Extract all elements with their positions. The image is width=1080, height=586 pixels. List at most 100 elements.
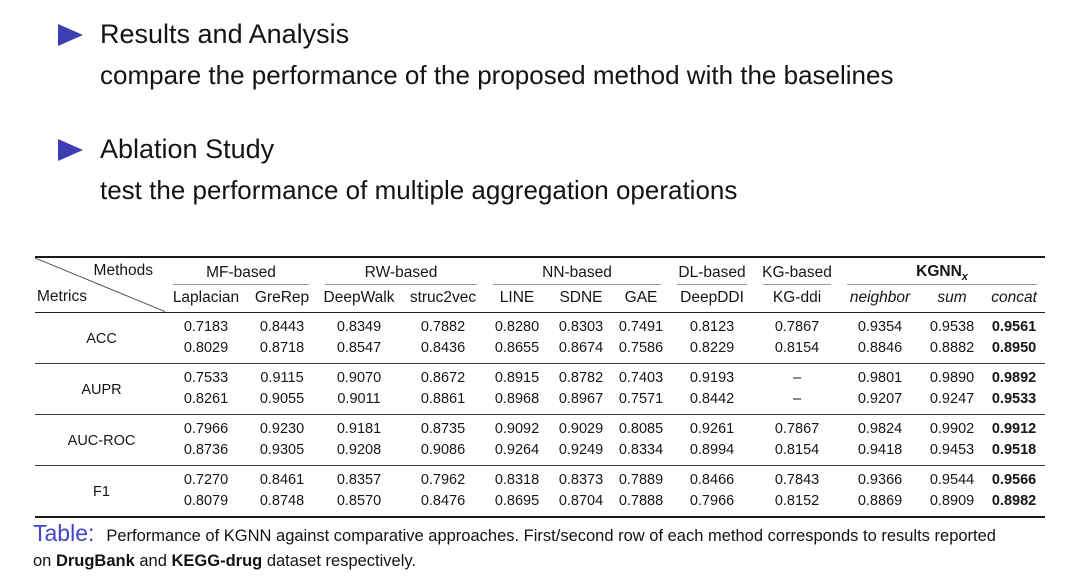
value-cell: 0.7491 — [618, 318, 664, 335]
value-cell: 0.8735 — [420, 420, 466, 437]
column-header: GAE — [624, 288, 658, 306]
value-cell: 0.9207 — [857, 390, 903, 407]
group-header-label: NN-based — [542, 264, 612, 281]
value-cell: 0.8079 — [183, 492, 229, 509]
value-cell: 0.8357 — [336, 471, 382, 488]
bullet-subtitle: test the performance of multiple aggrega… — [100, 175, 738, 205]
corner-metrics-label: Metrics — [37, 287, 87, 305]
value-cell: 0.9086 — [420, 441, 466, 458]
value-cell: 0.9181 — [336, 420, 382, 437]
triangle-bullet-icon — [58, 139, 83, 161]
value-cell: 0.8674 — [558, 339, 604, 356]
value-cell: 0.7966 — [183, 420, 229, 437]
group-header: KG-based — [755, 257, 839, 285]
dataset-name: KEGG-drug — [171, 552, 263, 570]
group-header-label: MF-based — [206, 264, 276, 281]
value-cell: 0.7183 — [183, 318, 229, 335]
value-cell: 0.7867 — [774, 318, 820, 335]
bullet-item-results: Results and Analysis compare the perform… — [58, 16, 1056, 93]
results-table: Methods Metrics MF-based RW-based NN-based DL… — [35, 256, 1046, 518]
value-cell: 0.9801 — [857, 369, 903, 386]
value-cell: 0.7843 — [774, 471, 820, 488]
value-cell: 0.9208 — [336, 441, 382, 458]
value-cell: 0.7533 — [183, 369, 229, 386]
table-caption-label: Table: — [33, 520, 95, 546]
group-underline-rule — [493, 284, 662, 285]
bullet-title: Results and Analysis — [100, 19, 350, 49]
value-cell: 0.7882 — [420, 318, 466, 335]
bullet-title: Ablation Study — [100, 134, 275, 164]
value-cell: 0.8909 — [929, 492, 975, 509]
metric-group: AUC-ROC 0.7966 0.9230 0.9181 0.8735 0.9092 0.9… — [35, 414, 1046, 465]
value-cell: 0.7270 — [183, 471, 229, 488]
value-cell: 0.9249 — [558, 441, 604, 458]
value-cell: 0.9092 — [494, 420, 540, 437]
value-cell: 0.8748 — [259, 492, 305, 509]
value-cell: 0.8718 — [259, 339, 305, 356]
column-header: Laplacian — [172, 288, 240, 306]
value-cell: 0.9247 — [929, 390, 975, 407]
group-header-label: KG-based — [762, 264, 832, 281]
bullet-title-row: Results and Analysis — [58, 16, 1056, 52]
value-cell: 0.8846 — [857, 339, 903, 356]
group-header: MF-based — [165, 257, 317, 285]
value-cell: 0.8967 — [558, 390, 604, 407]
value-cell: 0.8442 — [689, 390, 735, 407]
table-caption: Table: Performance of KGNN against compar… — [33, 521, 1011, 574]
value-cell: 0.9890 — [929, 369, 975, 386]
value-cell: 0.7966 — [689, 492, 735, 509]
table-caption-text: Performance of KGNN against comparative … — [33, 527, 996, 570]
group-header-label: KGNNx — [916, 262, 968, 284]
value-cell: 0.8736 — [183, 441, 229, 458]
value-cell: 0.9055 — [259, 390, 305, 407]
value-cell: 0.8982 — [991, 492, 1037, 509]
value-cell: 0.9902 — [929, 420, 975, 437]
value-cell: 0.8570 — [336, 492, 382, 509]
value-cell: 0.9912 — [991, 420, 1037, 437]
diagonal-divider-line — [35, 258, 165, 312]
value-cell: 0.9305 — [259, 441, 305, 458]
metric-group: ACC 0.7183 0.8443 0.8349 0.7882 0.8280 0.8303 0… — [35, 312, 1046, 363]
value-cell: 0.9533 — [991, 390, 1037, 407]
metric-label: ACC — [86, 331, 117, 347]
value-cell: 0.7571 — [618, 390, 664, 407]
caption-text-segment: dataset respectively. — [262, 552, 417, 570]
group-header: NN-based — [485, 257, 669, 285]
value-cell: 0.8695 — [494, 492, 540, 509]
column-header: LINE — [499, 288, 535, 306]
value-cell: 0.7403 — [618, 369, 664, 386]
value-cell: – — [792, 369, 802, 386]
value-cell: 0.8994 — [689, 441, 735, 458]
value-cell: 0.8029 — [183, 339, 229, 356]
group-header-label: DL-based — [678, 264, 746, 281]
value-cell: 0.8349 — [336, 318, 382, 335]
value-cell: 0.8915 — [494, 369, 540, 386]
column-header: DeepWalk — [323, 288, 395, 306]
value-cell: 0.9544 — [929, 471, 975, 488]
triangle-bullet-icon — [58, 24, 83, 46]
value-cell: 0.9538 — [929, 318, 975, 335]
value-cell: 0.9011 — [337, 390, 381, 407]
value-cell: 0.8334 — [618, 441, 664, 458]
metric-label: AUPR — [81, 382, 122, 398]
value-cell: 0.9261 — [689, 420, 735, 437]
value-cell: – — [792, 390, 802, 407]
value-cell: 0.8655 — [494, 339, 540, 356]
group-underline-rule — [325, 284, 477, 285]
value-cell: 0.8154 — [774, 339, 820, 356]
value-cell: 0.8280 — [494, 318, 540, 335]
value-cell: 0.7586 — [618, 339, 664, 356]
group-underline-rule — [173, 284, 309, 285]
column-header: struc2vec — [409, 288, 477, 306]
group-underline-rule — [763, 284, 832, 285]
value-cell: 0.9029 — [558, 420, 604, 437]
value-cell: 0.8443 — [259, 318, 305, 335]
value-cell: 0.8672 — [420, 369, 466, 386]
caption-text-segment: and — [134, 552, 172, 570]
value-cell: 0.8461 — [259, 471, 305, 488]
value-cell: 0.8547 — [336, 339, 382, 356]
metric-label: AUC-ROC — [67, 433, 136, 449]
group-header: RW-based — [317, 257, 485, 285]
group-underline-rule — [847, 284, 1038, 285]
